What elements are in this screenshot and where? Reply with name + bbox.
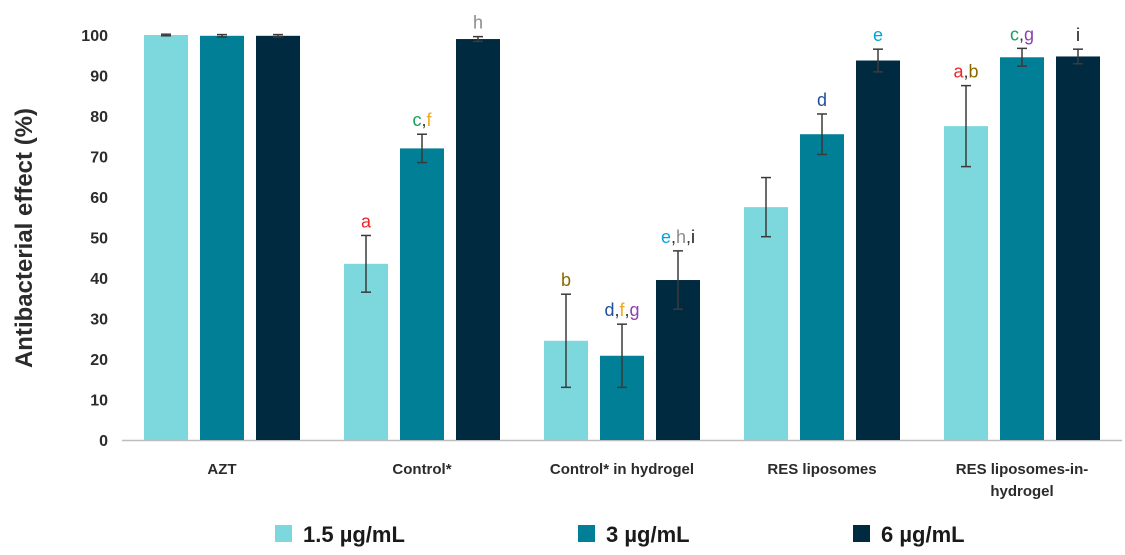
- significance-label: b: [561, 270, 571, 290]
- legend-swatch: [853, 525, 870, 542]
- error-bar: [361, 234, 371, 293]
- x-category-label: AZT: [207, 461, 236, 478]
- y-tick-label: 10: [90, 393, 108, 410]
- bar: [200, 35, 244, 441]
- significance-label: c,g: [1010, 24, 1034, 44]
- y-tick-label: 90: [90, 69, 108, 86]
- legend-item: 6 µg/mL: [853, 522, 965, 547]
- significance-label: a,b: [953, 62, 978, 82]
- y-tick-label: 70: [90, 150, 108, 167]
- x-category-label: Control*: [392, 461, 451, 478]
- error-bar: [561, 293, 571, 389]
- significance-label: c,f: [412, 110, 432, 130]
- significance-label: i: [1076, 25, 1080, 45]
- y-axis-label: Antibacterial effect (%): [11, 108, 38, 368]
- bar: [1056, 56, 1100, 441]
- bars: [144, 35, 1100, 441]
- error-bar: [161, 33, 171, 37]
- x-category-label: Control* in hydrogel: [550, 461, 694, 478]
- legend-item: 1.5 µg/mL: [275, 522, 405, 547]
- legend-swatch: [275, 525, 292, 542]
- bar: [456, 39, 500, 441]
- error-bar: [617, 323, 627, 389]
- significance-label: a: [361, 211, 372, 231]
- error-bar: [961, 84, 971, 168]
- y-tick-label: 80: [90, 109, 108, 126]
- legend-label: 1.5 µg/mL: [303, 522, 405, 547]
- y-tick-label: 60: [90, 190, 108, 207]
- error-bar: [217, 33, 227, 38]
- bar: [144, 35, 188, 440]
- legend: 1.5 µg/mL 3 µg/mL 6 µg/mL: [275, 522, 965, 547]
- legend-swatch: [578, 525, 595, 542]
- significance-letters: a c,f h b d,f,g e,h,i d e a,b c,g i: [361, 13, 1080, 321]
- error-bar: [761, 176, 771, 238]
- significance-label: d,f,g: [604, 300, 639, 320]
- bar: [1000, 57, 1044, 441]
- error-bar: [817, 113, 827, 156]
- error-bar: [673, 250, 683, 310]
- y-tick-label: 30: [90, 312, 108, 329]
- error-bar: [873, 48, 883, 73]
- error-bar: [1073, 48, 1083, 65]
- significance-label: d: [817, 90, 827, 110]
- bar: [856, 60, 900, 440]
- y-tick-label: 100: [81, 28, 108, 45]
- y-tick-label: 50: [90, 231, 108, 248]
- significance-label: e: [873, 25, 883, 45]
- significance-label: e,h,i: [661, 227, 695, 247]
- y-tick-label: 40: [90, 271, 108, 288]
- error-bar: [473, 35, 483, 43]
- axes: 0 10 20 30 40 50 60 70 80 90 100: [81, 28, 1122, 450]
- x-category-label: RES liposomes: [767, 461, 876, 478]
- category-labels: AZT Control* Control* in hydrogel RES lipos…: [207, 461, 1088, 500]
- legend-label: 3 µg/mL: [606, 522, 690, 547]
- bar: [944, 126, 988, 440]
- legend-item: 3 µg/mL: [578, 522, 690, 547]
- bar: [256, 35, 300, 441]
- y-tick-label: 0: [99, 433, 108, 450]
- bar: [800, 134, 844, 440]
- error-bar: [1017, 47, 1027, 67]
- bar: [344, 263, 388, 440]
- error-bar: [417, 133, 427, 164]
- bar: [400, 148, 444, 440]
- legend-label: 6 µg/mL: [881, 522, 965, 547]
- error-bars: [161, 33, 1083, 389]
- x-category-label: RES liposomes-in-hydrogel: [956, 461, 1089, 500]
- bar: [744, 207, 788, 440]
- y-tick-label: 20: [90, 352, 108, 369]
- error-bar: [273, 33, 283, 38]
- significance-label: h: [473, 13, 483, 33]
